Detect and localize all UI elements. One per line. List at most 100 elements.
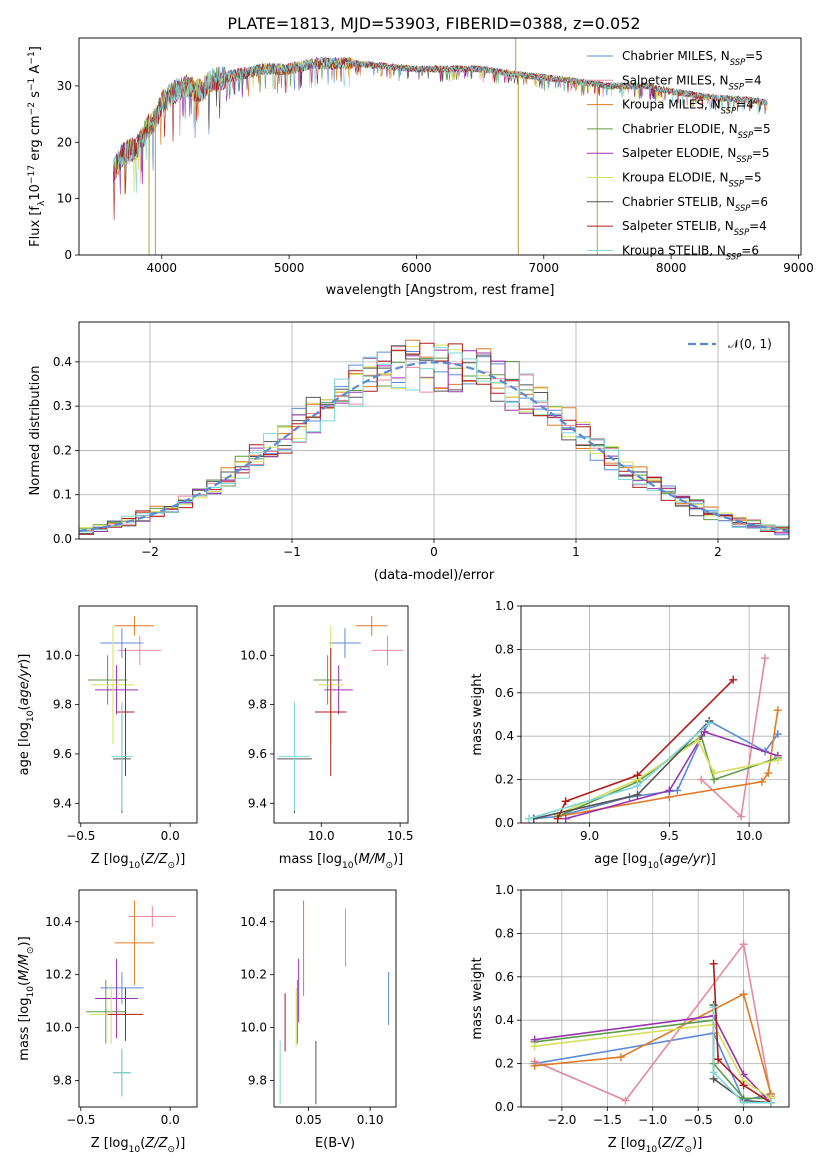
legend-label: Chabrier STELIB, NSSP=6: [622, 195, 768, 213]
weight-point-marker: [561, 797, 570, 806]
weight-point-marker: [553, 814, 562, 823]
spectrum-plot: 4000 5000 6000 7000 8000 9000 0 10 20 30 wavelengt…: [27, 37, 814, 298]
weight-point-marker: [773, 706, 782, 715]
y-tick-label: 10.0: [45, 1021, 72, 1035]
y-tick-label: 9.8: [248, 1074, 267, 1088]
gaussian-curve: [79, 361, 789, 533]
weight-point-marker: [739, 990, 748, 999]
weight-series-line: [565, 730, 779, 820]
weight-point-marker: [709, 1068, 718, 1077]
x-tick-label: 0.0: [161, 829, 180, 843]
legend: Chabrier MILES, NSSP=5 Salpeter MILES, NS…: [587, 49, 771, 261]
weight_vs_z-grid: [521, 889, 789, 1108]
weight-point-marker: [773, 756, 782, 765]
x-axis-label: E(B-V): [315, 1136, 355, 1151]
weight-series-line: [534, 1015, 772, 1104]
y-tick-label: 10.4: [240, 915, 267, 929]
mass_vs_ebv-data: [279, 900, 390, 1105]
y-tick-label: 9.6: [248, 747, 267, 761]
age_vs_mass-axes: 10.0 10.5 9.4 9.6 9.8 10.0 mass [log10(M/M⊙)]: [240, 605, 413, 871]
weight-point-marker: [633, 771, 642, 780]
weight-point-marker: [729, 675, 738, 684]
y-tick-label: 0.3: [53, 399, 72, 413]
x-tick-label: 9.5: [660, 829, 679, 843]
age_vs_z-data: [87, 615, 162, 814]
y-tick-label: 20: [57, 135, 72, 149]
x-tick-label: 7000: [529, 261, 560, 275]
weight-point-marker: [764, 769, 773, 778]
y-axis-label: Flux [fλ10−17 erg cm−2 s−1 A−1]: [27, 46, 47, 247]
x-tick-label: 2: [714, 545, 722, 559]
x-tick-label: −0.5: [66, 829, 95, 843]
x-tick-label: 0.0: [734, 1113, 753, 1127]
y-tick-label: 9.4: [248, 796, 267, 810]
weight-series-line: [712, 1007, 771, 1104]
histogram-series: [79, 347, 789, 539]
weight-point-marker: [561, 814, 570, 823]
weight-series-line: [534, 1032, 771, 1102]
weight-point-marker: [633, 782, 642, 791]
weight-point-marker: [709, 959, 718, 968]
weight_vs_age-grid: [521, 605, 789, 824]
y-tick-label: 0.6: [495, 970, 514, 984]
weight-point-marker: [621, 1096, 630, 1105]
weight-series-line: [557, 739, 778, 816]
weight-point-marker: [530, 1061, 539, 1070]
y-tick-label: 0.4: [53, 355, 72, 369]
weight-series-line: [557, 734, 779, 818]
mass_vs_ebv-axes: 0.05 0.10 9.8 10.0 10.2 10.4 E(B-V): [240, 889, 397, 1151]
y-tick-label: 10.0: [240, 1021, 267, 1035]
legend-label: Salpeter STELIB, NSSP=4: [622, 219, 767, 237]
weight-point-marker: [739, 940, 748, 949]
x-tick-label: 0.0: [161, 1113, 180, 1127]
y-axis-label: Normed distribution: [28, 366, 43, 496]
weight_vs_z-axes: −2.0 −1.5 −1.0 −0.5 0.0 0.0 0.2 0.4 0.6 0.8 1.0 Z […: [470, 883, 790, 1155]
y-tick-label: 9.8: [53, 1074, 72, 1088]
x-tick-label: −1.5: [593, 1113, 622, 1127]
residuals-axes: −2 −1 0 1 2 0.0 0.1 0.2 0.3 0.4 (data-model)/error…: [28, 321, 790, 583]
axes-frame: [273, 605, 409, 824]
weight-point-marker: [700, 727, 709, 736]
axes-frame: [273, 889, 397, 1108]
x-tick-label: 5000: [274, 261, 305, 275]
y-tick-label: 0.8: [495, 642, 514, 656]
axes-frame: [78, 889, 198, 1108]
weight-point-marker: [714, 1055, 723, 1064]
mass_vs_z-axes: −0.5 0.0 9.8 10.0 10.2 10.4 Z [log10(Z/Z⊙)] mas…: [17, 889, 198, 1155]
axes-frame: [78, 37, 802, 256]
weight-point-marker: [739, 1081, 748, 1090]
legend-label: 𝒩(0, 1): [728, 337, 772, 351]
weight-point-marker: [705, 719, 714, 728]
residuals-plot: −2 −1 0 1 2 0.0 0.1 0.2 0.3 0.4 (data-model)/error…: [28, 321, 790, 583]
age_vs_z-axes: −0.5 0.0 9.4 9.6 9.8 10.0 Z [log10(Z/Z⊙)] age […: [17, 605, 198, 871]
age_vs_mass-plot: 10.0 10.5 9.4 9.6 9.8 10.0 mass [log10(M/M⊙)]: [240, 605, 413, 871]
y-axis-label: mass [log10(M/M⊙)]: [17, 936, 36, 1060]
weight-point-marker: [766, 1098, 775, 1107]
weight_vs_age-axes: 9.0 9.5 10.0 0.0 0.2 0.4 0.6 0.8 1.0 age [log10(a…: [470, 599, 790, 871]
y-tick-label: 0.2: [495, 773, 514, 787]
weight_vs_age-data: [524, 654, 782, 823]
weight-series-line: [712, 963, 772, 1104]
x-axis-label: Z [log10(Z/Z⊙)]: [91, 852, 186, 871]
y-tick-label: 10.2: [45, 968, 72, 982]
y-tick-label: 0.6: [495, 686, 514, 700]
x-tick-label: −2: [141, 545, 159, 559]
legend: 𝒩(0, 1): [688, 337, 772, 351]
legend-label: Kroupa STELIB, NSSP=6: [622, 243, 759, 261]
y-tick-label: 0.0: [495, 816, 514, 830]
y-tick-label: 0.4: [495, 729, 514, 743]
y-tick-label: 9.6: [53, 747, 72, 761]
y-tick-label: 10.4: [45, 915, 72, 929]
y-tick-label: 10: [57, 192, 72, 206]
weight-point-marker: [697, 775, 706, 784]
spectrum-axes: 4000 5000 6000 7000 8000 9000 0 10 20 30 wavelengt…: [27, 37, 814, 298]
weight-point-marker: [633, 790, 642, 799]
spectrum-line: [113, 56, 768, 194]
mass_vs_ebv-plot: 0.05 0.10 9.8 10.0 10.2 10.4 E(B-V): [240, 889, 397, 1151]
weight-series-line: [534, 993, 772, 1095]
y-tick-label: 0.1: [53, 488, 72, 502]
axes-frame: [78, 605, 198, 824]
x-tick-label: −0.5: [66, 1113, 95, 1127]
x-tick-label: 9.0: [580, 829, 599, 843]
